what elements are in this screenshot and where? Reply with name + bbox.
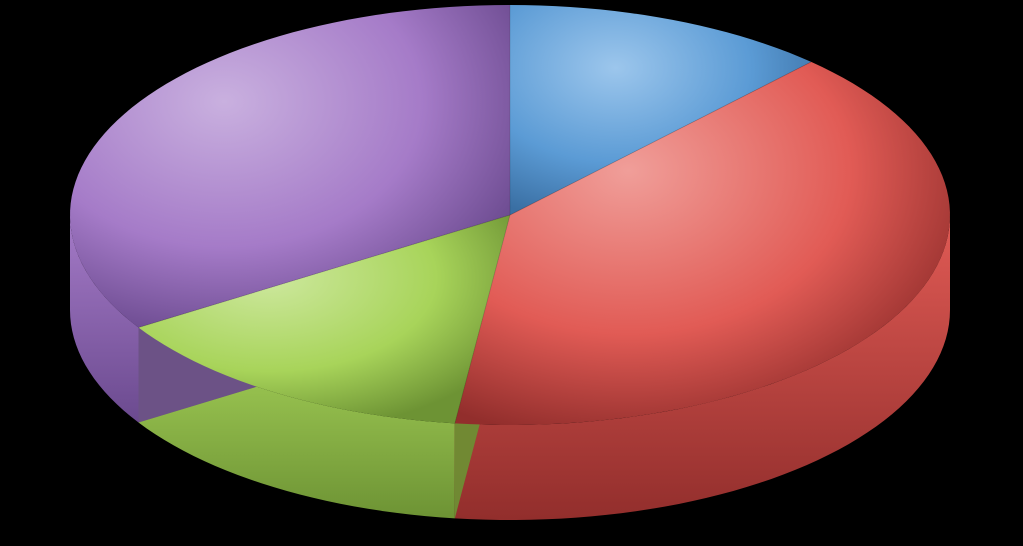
pie-chart-svg — [0, 0, 1023, 546]
pie-chart-3d — [0, 0, 1023, 546]
